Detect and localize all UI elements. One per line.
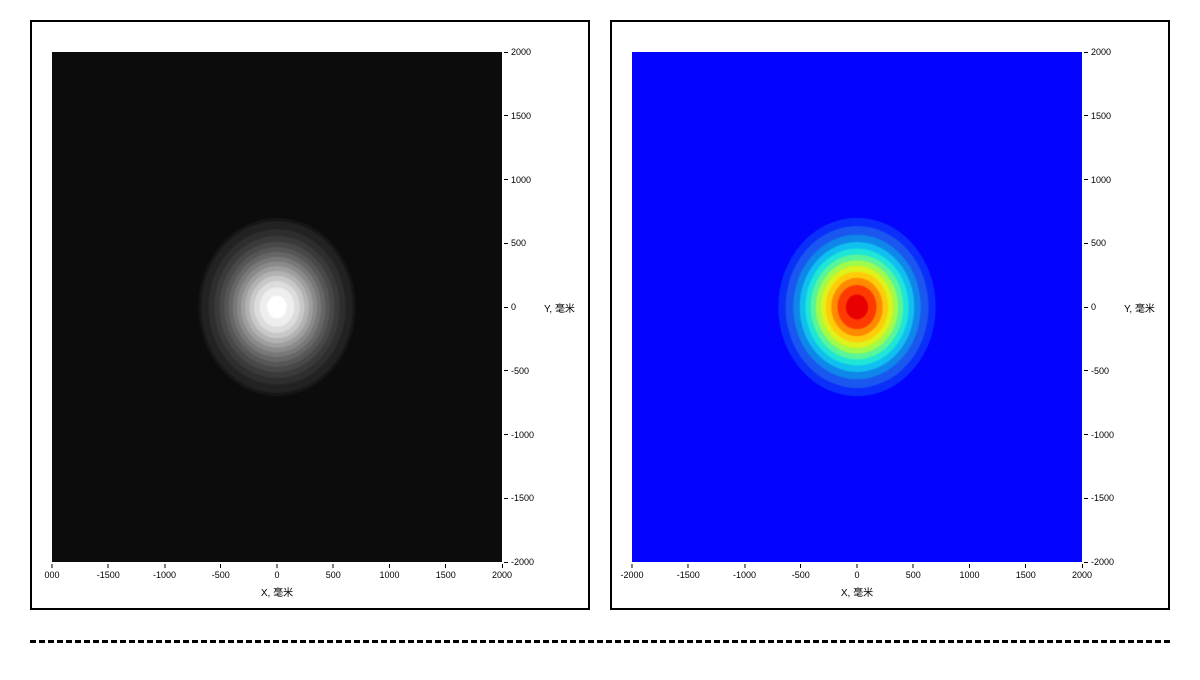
y-tick-label: 1000 <box>504 175 531 185</box>
x-tick-label: 0 <box>274 564 279 580</box>
x-tick-label: 1000 <box>959 564 979 580</box>
left-plot-area <box>52 52 502 562</box>
y-tick-label: 1500 <box>504 111 531 121</box>
y-tick-label: 500 <box>504 238 526 248</box>
left-y-ticks: -2000-1500-1000-5000500100015002000 <box>504 52 544 562</box>
x-tick-label: 000 <box>44 564 59 580</box>
x-tick-label: 1500 <box>1016 564 1036 580</box>
y-tick-label: 1000 <box>1084 175 1111 185</box>
y-tick-label: 2000 <box>504 47 531 57</box>
y-tick-label: -1500 <box>1084 493 1114 503</box>
left-y-axis-label: Y, 毫米 <box>544 52 575 562</box>
right-x-ticks: -2000-1500-1000-5000500100015002000 <box>632 564 1082 584</box>
left-heatmap-canvas <box>52 52 502 562</box>
y-tick-label: -500 <box>504 366 529 376</box>
x-tick-label: 1000 <box>379 564 399 580</box>
right-heatmap-canvas <box>632 52 1082 562</box>
y-tick-label: 500 <box>1084 238 1106 248</box>
y-tick-label: 1500 <box>1084 111 1111 121</box>
right-panel: -2000-1500-1000-5000500100015002000 -200… <box>610 20 1170 610</box>
y-tick-label: 0 <box>504 302 516 312</box>
x-tick-label: -500 <box>212 564 230 580</box>
y-tick-label: -500 <box>1084 366 1109 376</box>
x-tick-label: -2000 <box>620 564 643 580</box>
right-y-ticks: -2000-1500-1000-5000500100015002000 <box>1084 52 1124 562</box>
panels-container: -2000-1500-1000-5000500100015002000 000-… <box>0 0 1200 620</box>
dashed-separator <box>30 640 1170 643</box>
x-tick-label: 2000 <box>1072 564 1092 580</box>
left-x-ticks: 000-1500-1000-5000500100015002000 <box>52 564 502 584</box>
x-tick-label: 500 <box>906 564 921 580</box>
right-plot-area <box>632 52 1082 562</box>
left-x-axis-label: X, 毫米 <box>52 584 502 599</box>
x-tick-label: -1500 <box>97 564 120 580</box>
x-tick-label: -1500 <box>677 564 700 580</box>
x-tick-label: 2000 <box>492 564 512 580</box>
y-tick-label: 0 <box>1084 302 1096 312</box>
y-tick-label: -1000 <box>1084 430 1114 440</box>
x-tick-label: -1000 <box>733 564 756 580</box>
y-tick-label: 2000 <box>1084 47 1111 57</box>
left-panel: -2000-1500-1000-5000500100015002000 000-… <box>30 20 590 610</box>
y-tick-label: -1500 <box>504 493 534 503</box>
x-tick-label: 500 <box>326 564 341 580</box>
y-tick-label: -1000 <box>504 430 534 440</box>
x-tick-label: 1500 <box>436 564 456 580</box>
x-tick-label: -500 <box>792 564 810 580</box>
x-tick-label: -1000 <box>153 564 176 580</box>
x-tick-label: 0 <box>854 564 859 580</box>
right-x-axis-label: X, 毫米 <box>632 584 1082 599</box>
right-y-axis-label: Y, 毫米 <box>1124 52 1155 562</box>
